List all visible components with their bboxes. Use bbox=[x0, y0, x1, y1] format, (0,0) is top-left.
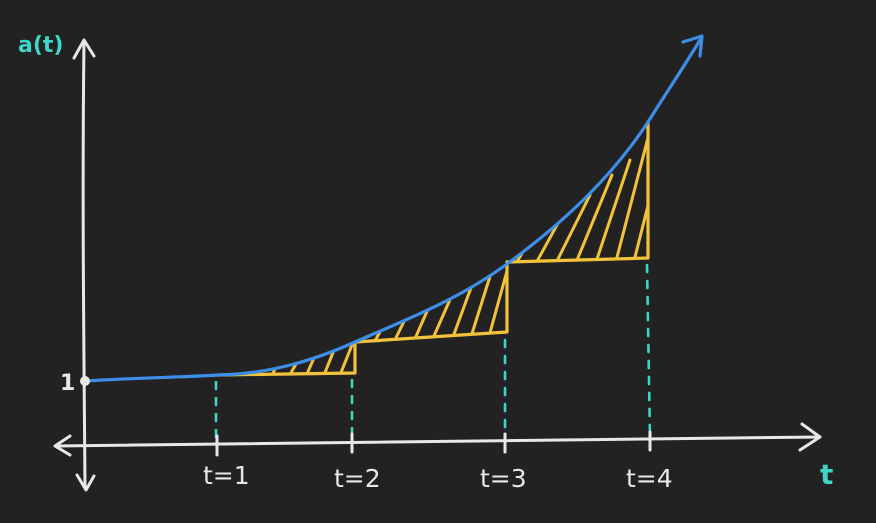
x-axis-left-arrowhead bbox=[53, 434, 72, 457]
step-2 bbox=[353, 262, 509, 344]
guide-t4 bbox=[645, 263, 652, 440]
x-axis-right-arrowhead bbox=[798, 422, 822, 452]
y-axis-top-arrowhead bbox=[72, 38, 96, 60]
step-1 bbox=[216, 340, 357, 377]
hatch-region-3 bbox=[513, 128, 648, 264]
hatch-region-1 bbox=[228, 342, 355, 375]
x-tick-label-2: t=2 bbox=[334, 464, 381, 493]
y-tick-label: 1 bbox=[60, 371, 75, 396]
x-tick-label-3: t=3 bbox=[480, 464, 527, 493]
y-axis-line bbox=[81, 40, 87, 490]
guide-lines bbox=[214, 263, 652, 440]
step-3 bbox=[505, 120, 650, 264]
step-lines bbox=[216, 120, 650, 377]
x-tick-label-4: t=4 bbox=[626, 464, 673, 493]
curve bbox=[83, 34, 704, 383]
curve-start-point bbox=[80, 376, 90, 386]
y-axis-label: a(t) bbox=[18, 33, 63, 58]
growth-curve bbox=[83, 38, 702, 383]
hatched-gaps bbox=[228, 128, 648, 375]
axes bbox=[53, 38, 822, 492]
x-tick-label-1: t=1 bbox=[203, 461, 250, 490]
x-axis-line bbox=[54, 435, 822, 448]
curve-arrowhead bbox=[681, 34, 704, 58]
x-axis-label: t bbox=[820, 458, 833, 491]
y-axis-bottom-arrowhead bbox=[75, 473, 96, 492]
